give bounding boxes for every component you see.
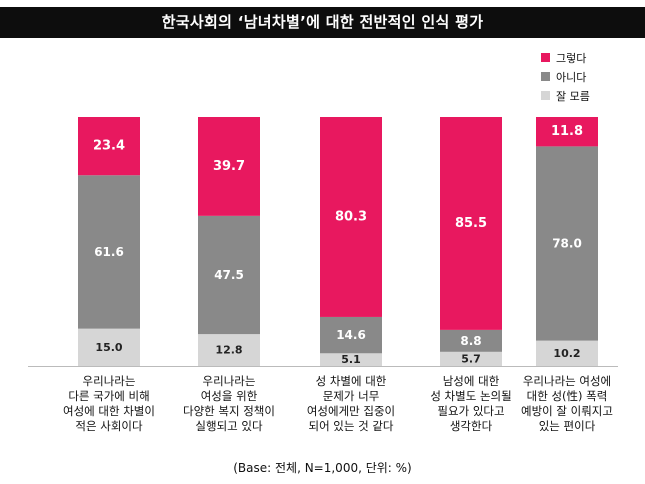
bar-segment-1-0 [78, 328, 140, 366]
bar-segment-3-0 [320, 353, 382, 366]
bar-segment-3-2 [320, 117, 382, 317]
bar-segment-5-2 [536, 117, 598, 147]
data-label-3-0: 5.1 [341, 353, 361, 366]
legend-swatch-yes [541, 53, 550, 62]
legend-item-dontknow: 잘 모름 [541, 86, 590, 105]
bar-segment-4-0 [440, 351, 502, 366]
data-label-5-0: 10.2 [553, 347, 580, 360]
bar-segment-5-0 [536, 340, 598, 366]
legend-label-no: 아니다 [556, 70, 587, 84]
bar-segment-2-1 [198, 215, 260, 335]
data-label-5-2: 11.8 [551, 124, 583, 139]
legend-swatch-dontknow [541, 91, 550, 100]
bar-segment-2-0 [198, 334, 260, 366]
bar-segment-3-1 [320, 316, 382, 354]
legend-swatch-no [541, 72, 550, 81]
category-label-1: 우리나라는 다른 국가에 비해 여성에 대한 차별이 적은 사회이다 [63, 374, 155, 433]
data-label-1-1: 61.6 [94, 245, 124, 259]
data-label-3-1: 14.6 [336, 328, 366, 342]
data-label-2-0: 12.8 [215, 344, 242, 357]
bar-segment-1-2 [78, 117, 140, 176]
chart-title: 한국사회의 ‘남녀차별’에 대한 전반적인 인식 평가 [0, 7, 645, 38]
bar-segment-4-2 [440, 117, 502, 330]
legend-item-yes: 그렇다 [541, 48, 590, 67]
data-label-2-1: 47.5 [214, 268, 244, 282]
data-label-2-2: 39.7 [213, 159, 245, 174]
bar-segment-1-1 [78, 175, 140, 329]
category-label-2: 우리나라는 여성을 위한 다양한 복지 정책이 실행되고 있다 [183, 374, 275, 433]
category-label-3: 성 차별에 대한 문제가 너무 여성에게만 집중이 되어 있는 것 같다 [306, 374, 396, 433]
bar-segment-5-1 [536, 146, 598, 341]
legend-item-no: 아니다 [541, 67, 590, 86]
data-label-1-0: 15.0 [95, 341, 122, 354]
category-label-4: 남성에 대한 성 차별도 논의될 필요가 있다고 생각한다 [430, 374, 512, 433]
data-label-4-1: 8.8 [460, 334, 481, 348]
bar-segment-4-1 [440, 329, 502, 352]
data-label-4-0: 5.7 [461, 352, 481, 365]
legend-label-yes: 그렇다 [556, 51, 587, 65]
data-label-4-2: 85.5 [455, 216, 487, 231]
bar-segment-2-2 [198, 117, 260, 216]
data-label-5-1: 78.0 [552, 236, 582, 250]
footnote: (Base: 전체, N=1,000, 단위: %) [233, 461, 412, 475]
data-label-3-2: 80.3 [335, 209, 367, 224]
data-label-1-2: 23.4 [93, 139, 125, 154]
category-label-5: 우리나라는 여성에 대한 성(性) 폭력 예방이 잘 이뤄지고 있는 편이다 [521, 374, 613, 433]
legend: 그렇다 아니다 잘 모름 [541, 48, 590, 105]
legend-label-dontknow: 잘 모름 [556, 89, 590, 103]
